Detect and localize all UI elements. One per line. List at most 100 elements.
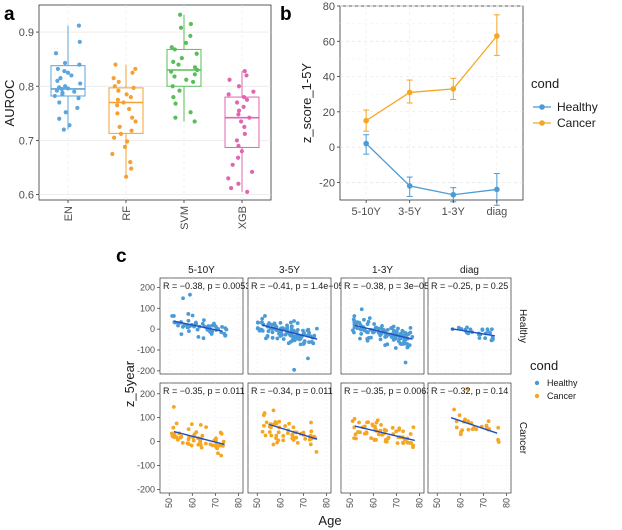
panel-a-boxplot: EN RF SVM XGB 0.6 0.7 0.8 0.9 AUROC [2, 4, 272, 230]
panel-b-y-tick: 80 [323, 1, 335, 13]
scatter-point [392, 336, 397, 341]
box-point-EN [62, 60, 68, 66]
panel-c-legend: cond Healthy Cancer [530, 358, 578, 401]
scatter-point [356, 430, 360, 434]
scatter-point [291, 425, 296, 430]
box-point-RF [128, 159, 133, 165]
panel-a-x-tick-SVM: SVM [179, 206, 191, 230]
scatter-point [366, 319, 371, 324]
scatter-point [295, 328, 300, 332]
box-point-RF [127, 106, 132, 112]
box-point-SVM [195, 67, 200, 73]
panel-c-x-tick: 50 [252, 498, 262, 508]
scatter-point [169, 431, 174, 436]
scatter-point [364, 430, 369, 435]
scatter-point [266, 329, 271, 334]
scatter-point [468, 327, 473, 332]
scatter-point [292, 367, 297, 372]
scatter-point [392, 329, 397, 334]
scatter-point [459, 429, 463, 434]
box-point-RF [122, 144, 128, 150]
scatter-point [400, 440, 405, 445]
scatter-point [314, 450, 319, 454]
scatter-point [411, 445, 415, 450]
scatter-point [297, 337, 302, 342]
box-point-RF [116, 88, 121, 93]
panel-c-x-tick: 80 [233, 498, 243, 508]
scatter-point [174, 435, 179, 440]
scatter-point [283, 424, 288, 428]
series-line-cancer [365, 35, 498, 122]
scatter-point [409, 440, 413, 445]
panel-c-legend-title: cond [530, 358, 558, 373]
panel-c-y-tick: -200 [137, 484, 155, 494]
panel-b-x-tick: diag [486, 206, 507, 218]
scatter-point [218, 430, 223, 435]
legend-c-healthy-marker [534, 380, 540, 386]
box-point-SVM [177, 88, 182, 93]
scatter-point [292, 319, 296, 323]
scatter-point [365, 338, 370, 343]
scatter-point [374, 420, 379, 425]
box-point-RF [124, 174, 129, 179]
box-point-RF [124, 139, 130, 144]
panel-c-x-tick: 80 [321, 498, 331, 508]
scatter-point [385, 327, 390, 332]
series-line-healthy [365, 143, 497, 196]
box-point-XGB [242, 68, 247, 74]
box-point-SVM [183, 40, 189, 46]
scatter-point [286, 341, 291, 346]
facet-col-label: 1-3Y [372, 265, 393, 276]
box-point-SVM [172, 47, 177, 52]
regression-line [450, 328, 495, 337]
box-point-EN [55, 66, 60, 72]
regression-line [173, 320, 223, 332]
scatter-point [210, 443, 215, 448]
facet-stat-label: R = −0.41, p = 1.4e−05 [251, 281, 344, 291]
box-point-SVM [173, 101, 178, 106]
scatter-point [477, 336, 482, 340]
box-point-EN [65, 86, 71, 91]
scatter-point [496, 437, 500, 442]
box-point-XGB [236, 84, 242, 89]
facet-row-label: Healthy [517, 309, 528, 343]
scatter-point [465, 325, 469, 330]
panel-b-legend: cond Healthy Cancer [531, 76, 598, 130]
scatter-point [463, 417, 467, 422]
scatter-point [277, 331, 281, 336]
scatter-point [496, 425, 501, 430]
scatter-point [285, 431, 290, 436]
scatter-point [281, 337, 286, 341]
box-point-RF [128, 94, 133, 100]
scatter-point [264, 420, 269, 425]
panel-c-x-tick: 60 [455, 498, 465, 508]
panel-c-x-tick: 70 [391, 498, 401, 508]
facet-strip-3-5Y [248, 262, 331, 278]
box-point-EN [57, 100, 62, 105]
box-point-SVM [178, 12, 183, 17]
scatter-point [270, 330, 275, 335]
scatter-point [185, 441, 190, 446]
scatter-point [307, 340, 311, 345]
scatter-point [376, 432, 381, 437]
box-point-XGB [242, 131, 247, 137]
scatter-point [365, 420, 369, 425]
box-point-EN [78, 81, 83, 86]
panel-b-y-tick: 0 [329, 142, 335, 154]
panel-b-lineplot: -20 0 20 40 60 80 5-10Y 3-5Y 1-3Y diag z_score_1-… [299, 1, 598, 218]
box-point-XGB [247, 115, 252, 120]
scatter-point [189, 443, 194, 448]
scatter-point [408, 325, 413, 330]
scatter-point [171, 405, 176, 409]
scatter-point [255, 320, 260, 325]
panel-label-c: c [116, 246, 127, 267]
facet-col-label: 5-10Y [188, 265, 215, 276]
box-point-RF [129, 166, 134, 171]
point-cancer [406, 89, 413, 96]
scatter-point [274, 436, 278, 441]
box-point-SVM [178, 25, 184, 30]
scatter-point [273, 420, 278, 424]
panel-b-y-tick: -20 [319, 177, 335, 189]
facet-strip-1-3Y [341, 262, 424, 278]
scatter-point [397, 428, 401, 432]
